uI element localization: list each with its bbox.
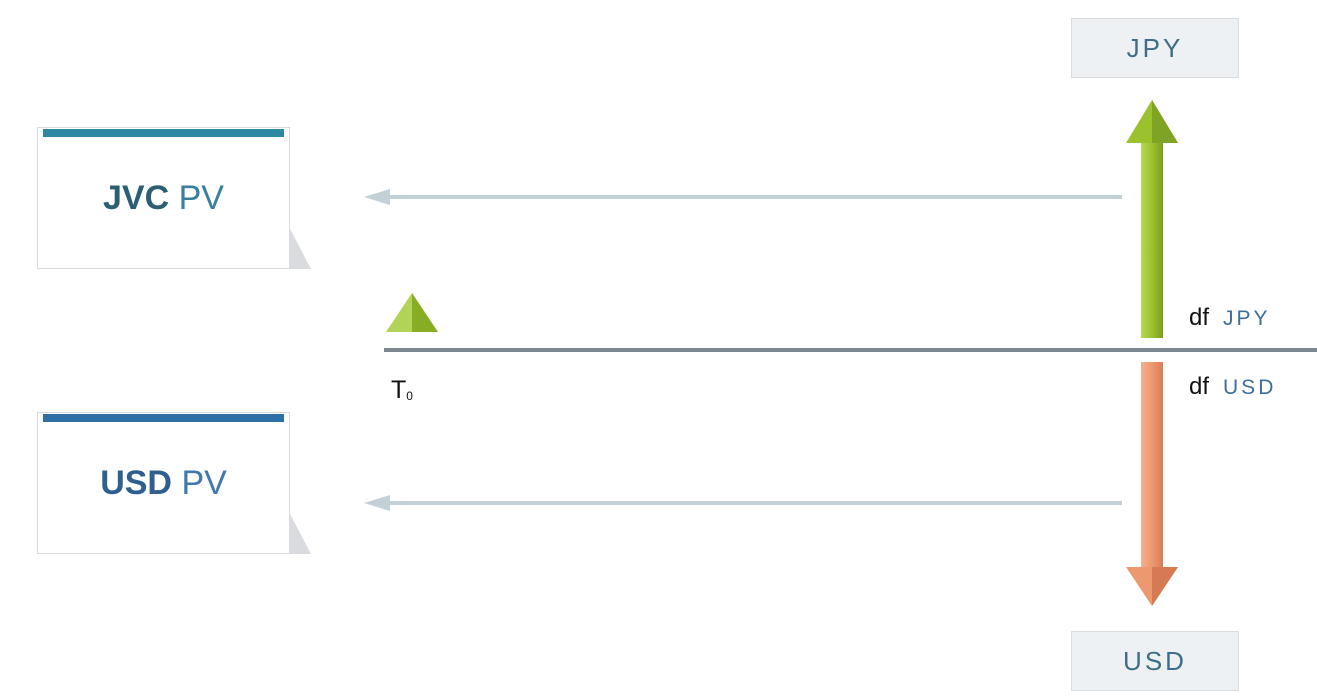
jvc-card-fold (289, 227, 311, 269)
usd-pv-label: USD PV (38, 463, 289, 503)
usd-pv-card: USD PV (37, 412, 311, 554)
df-usd-label: df USD (1189, 373, 1276, 401)
jpy-currency-label: JPY (1126, 32, 1184, 63)
t0-label: T0 (391, 376, 413, 405)
df-jpy-prefix: df (1189, 304, 1210, 331)
usd-card-fold (289, 512, 311, 554)
jpy-cashflow-arrow (1126, 100, 1178, 338)
df-usd-prefix: df (1189, 373, 1210, 400)
df-usd-currency: USD (1223, 376, 1277, 399)
start-marker-icon (386, 293, 438, 332)
usd-pv-suffix: PV (181, 464, 227, 502)
t0-subscript: 0 (406, 389, 413, 403)
t0-letter: T (391, 376, 407, 404)
jpy-currency-box: JPY (1071, 18, 1239, 78)
jvc-pv-currency: JVC (103, 179, 170, 217)
usd-card-accent-bar (43, 414, 284, 422)
jpy-pv-arrow (364, 189, 1122, 205)
usd-cashflow-arrow (1126, 362, 1178, 606)
df-jpy-label: df JPY (1189, 304, 1271, 332)
usd-pv-arrow (364, 495, 1122, 511)
jvc-card-accent-bar (43, 129, 284, 137)
usd-pv-currency: USD (100, 464, 172, 502)
jvc-pv-label: JVC PV (38, 178, 289, 218)
jvc-pv-card: JVC PV (37, 127, 311, 269)
usd-currency-box: USD (1071, 631, 1239, 691)
usd-currency-label: USD (1123, 645, 1187, 676)
df-jpy-currency: JPY (1223, 307, 1271, 330)
jvc-pv-suffix: PV (178, 179, 224, 217)
